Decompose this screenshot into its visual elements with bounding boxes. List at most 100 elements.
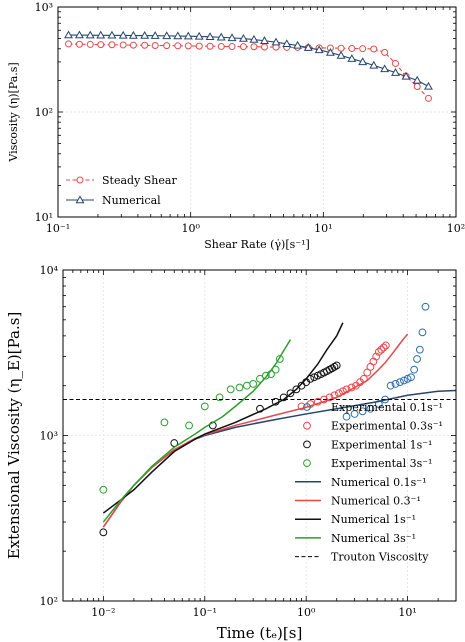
plot-area — [63, 302, 456, 537]
legend-label: Numerical 0.3⁻¹ — [331, 495, 421, 508]
data-point — [314, 45, 324, 54]
data-point — [235, 383, 244, 392]
data-point — [215, 393, 224, 402]
data-point — [206, 42, 214, 50]
data-point — [310, 373, 319, 382]
data-point — [370, 45, 378, 53]
data-point — [381, 341, 390, 350]
data-point — [86, 40, 94, 48]
y-tick-label: 10¹ — [35, 211, 53, 224]
data-point — [413, 82, 421, 90]
data-point — [358, 407, 367, 416]
data-point — [377, 345, 386, 354]
data-point — [401, 71, 411, 80]
data-point — [141, 41, 149, 49]
series-3 — [99, 361, 341, 537]
data-point — [216, 32, 226, 41]
data-point — [119, 41, 127, 49]
series-line — [102, 322, 344, 514]
data-point — [359, 45, 367, 53]
data-point — [205, 32, 215, 41]
data-point — [423, 81, 433, 90]
series-2 — [297, 341, 390, 411]
x-axis-title: Time (tₑ)[s] — [217, 624, 303, 642]
data-point — [342, 412, 351, 421]
data-point — [332, 361, 341, 370]
series-1 — [65, 40, 432, 102]
series-1 — [342, 302, 430, 421]
plot-frame — [57, 6, 457, 218]
series-6 — [102, 333, 409, 528]
data-point — [74, 30, 84, 39]
data-point — [271, 37, 281, 46]
data-point — [391, 68, 400, 76]
series-7 — [102, 322, 344, 514]
data-point — [163, 42, 171, 50]
legend-label: Experimental 0.1s⁻¹ — [331, 401, 443, 414]
x-tick-label: 10⁻² — [91, 606, 115, 619]
data-point — [85, 30, 95, 39]
data-point — [386, 381, 395, 390]
series-line — [68, 43, 429, 99]
chart-panel-2: 10⁻² 10⁻¹ 10⁰ 10¹ 10² 10³ 10⁴ Time (tₑ)[s] Exten… — [5, 264, 457, 642]
data-point — [256, 374, 264, 383]
data-point — [350, 410, 359, 418]
data-point — [150, 31, 160, 39]
y-tick-label: 10² — [35, 106, 53, 119]
data-point — [99, 485, 108, 494]
plot-area — [64, 30, 433, 102]
series-line — [102, 339, 292, 523]
chart-panel-1: 10⁻¹ 10⁰ 10¹ 10² 10¹ 10² 10³ Shear Rate (γ̇)[s⁻… — [7, 1, 465, 251]
series-line — [102, 333, 409, 528]
data-point — [174, 42, 182, 50]
data-point — [99, 528, 108, 537]
y-axis-title: Extensional Viscosity (η_E)[Pa.s] — [5, 312, 23, 560]
y-axis-title: Viscosity (η)[Pa.s] — [7, 62, 20, 162]
legend-label: Experimental 3s⁻¹ — [331, 457, 432, 470]
data-point — [293, 40, 303, 49]
y-tick-label: 10⁴ — [40, 264, 59, 277]
data-point — [413, 355, 421, 363]
data-point — [369, 60, 379, 69]
data-point — [129, 41, 137, 49]
data-point — [363, 368, 372, 377]
data-point — [260, 43, 268, 51]
x-tick-label: 10⁻¹ — [46, 222, 70, 235]
data-point — [282, 39, 292, 48]
legend-label: Numerical — [102, 194, 161, 207]
data-point — [303, 43, 313, 51]
data-point — [410, 365, 419, 374]
data-point — [418, 328, 427, 337]
data-point — [140, 31, 150, 39]
legend-label: Experimental 1s⁻¹ — [331, 438, 432, 451]
data-point — [297, 402, 306, 411]
data-point — [407, 373, 415, 382]
data-point — [228, 43, 236, 51]
data-point — [249, 380, 258, 388]
data-point — [118, 30, 128, 39]
data-point — [392, 59, 400, 67]
data-point — [320, 395, 328, 404]
data-point — [421, 302, 430, 311]
data-point — [151, 41, 159, 49]
y-tick-label: 10² — [40, 595, 58, 608]
data-point — [330, 362, 339, 371]
data-point — [97, 41, 105, 49]
y-tick-label: 10³ — [35, 1, 53, 14]
data-point — [108, 41, 116, 49]
data-point — [75, 40, 83, 48]
data-point — [292, 385, 301, 394]
data-point — [374, 347, 383, 356]
data-point — [239, 43, 247, 51]
plot-frame — [62, 269, 457, 602]
data-point — [400, 376, 408, 385]
data-point — [275, 355, 284, 363]
legend-label: Numerical 0.1s⁻¹ — [331, 476, 427, 489]
data-point — [380, 64, 390, 73]
data-point — [200, 402, 209, 411]
data-point — [250, 43, 258, 51]
series-4 — [99, 355, 284, 494]
legend-marker — [303, 403, 311, 411]
data-point — [396, 378, 404, 387]
data-point — [358, 57, 368, 66]
